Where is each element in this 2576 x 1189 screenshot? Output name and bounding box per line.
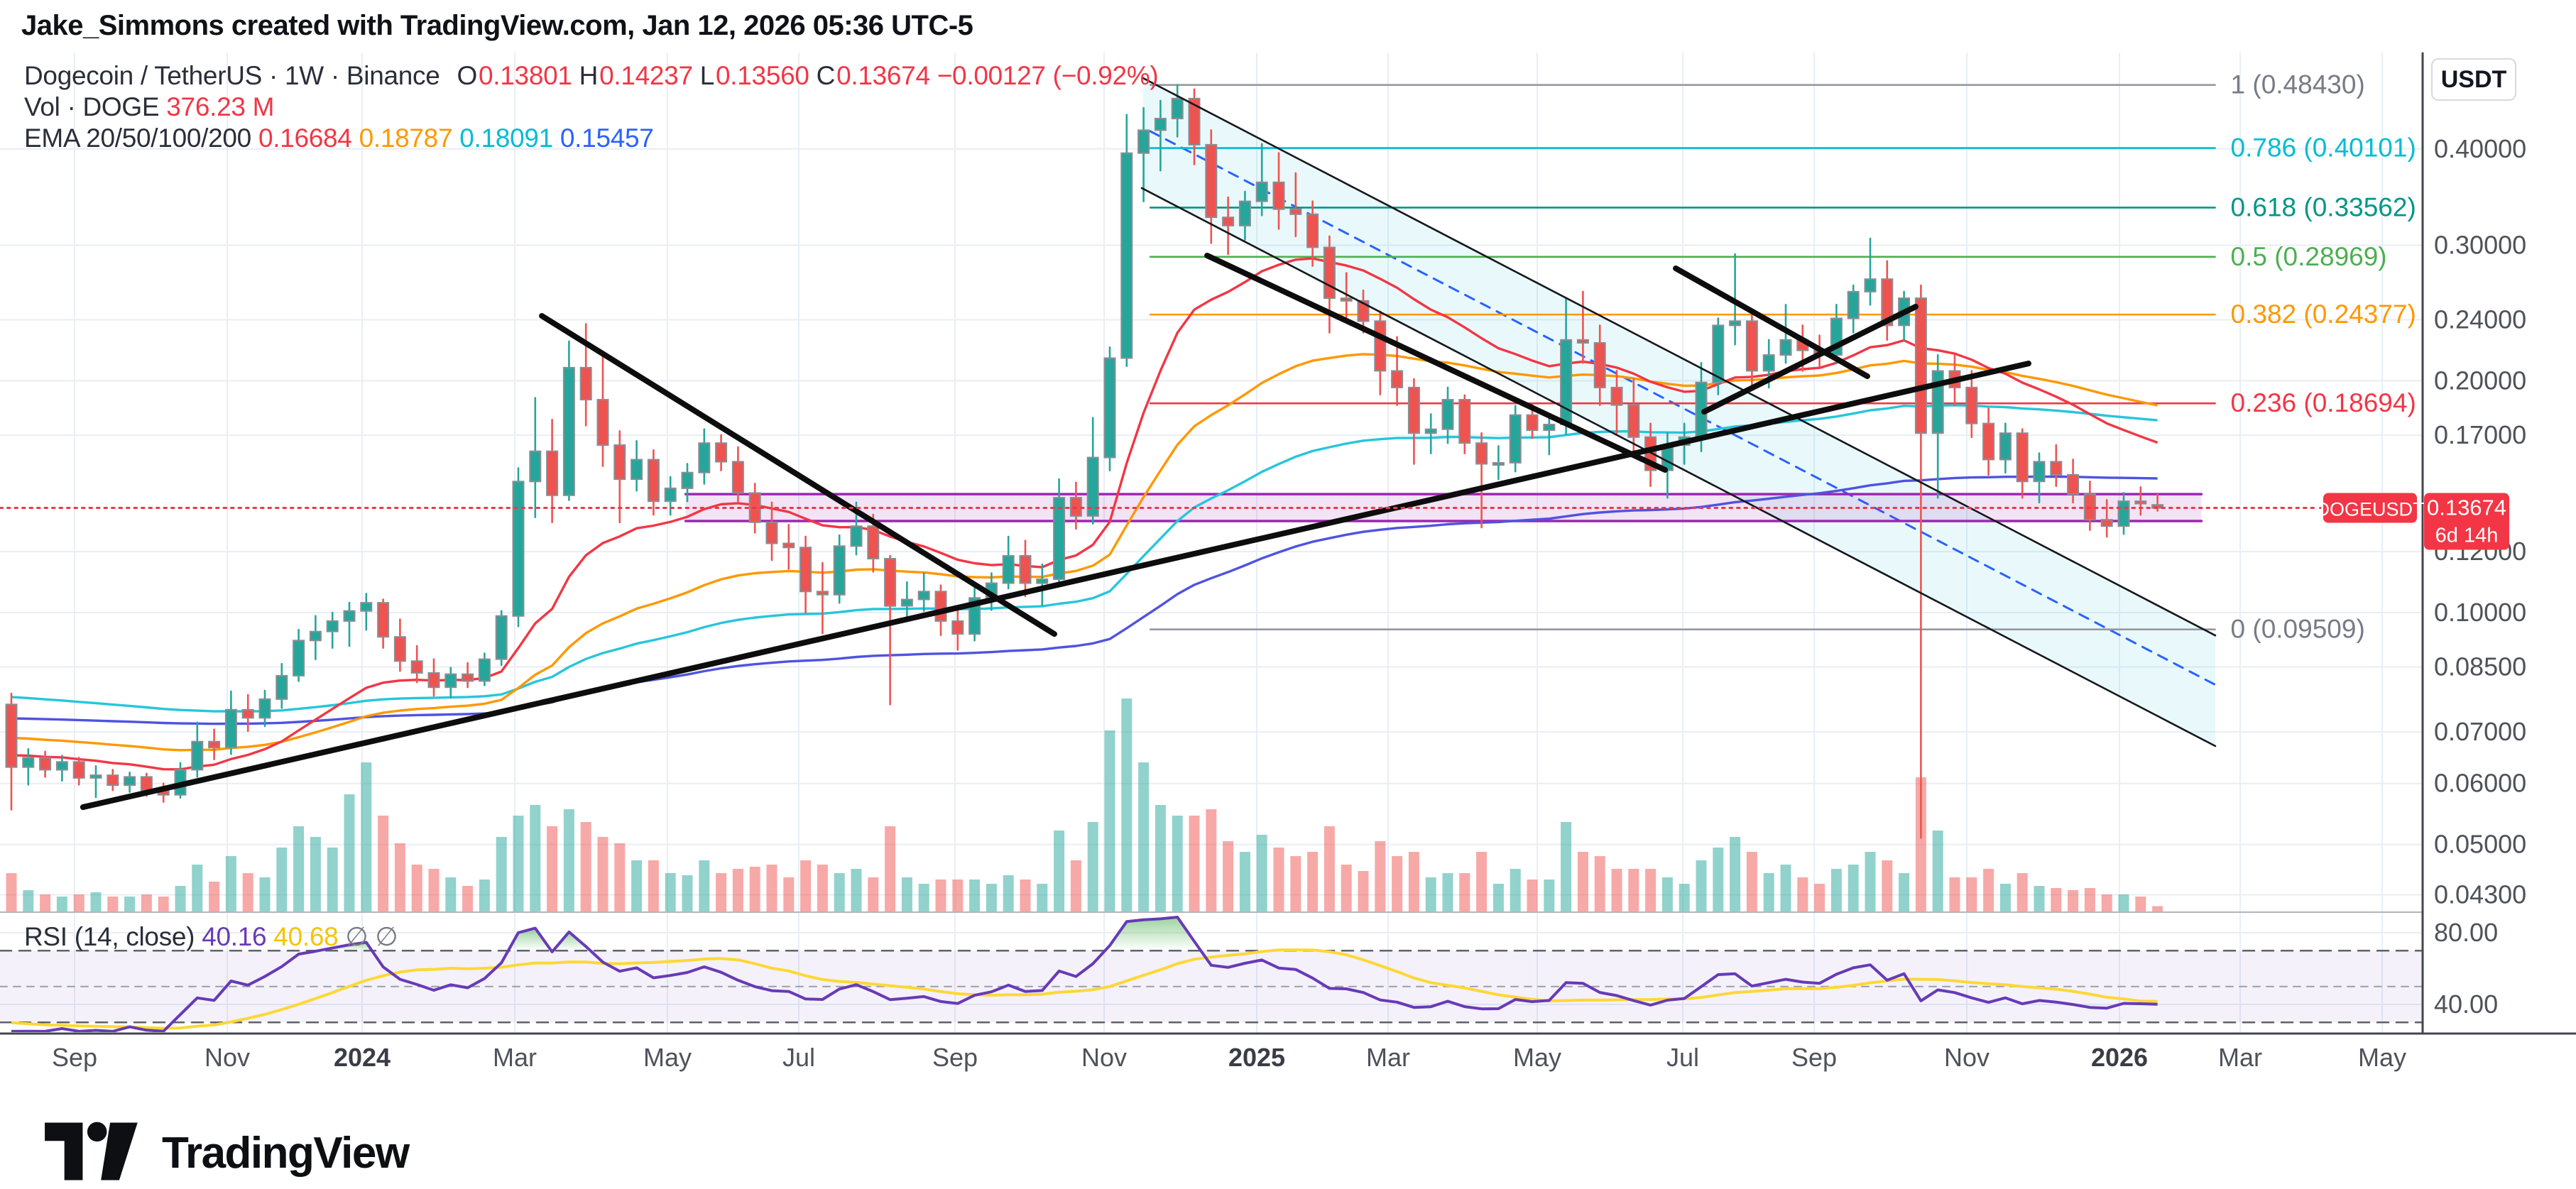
ema-label: EMA 20/50/100/200 — [24, 124, 251, 153]
svg-text:0 (0.09509): 0 (0.09509) — [2231, 615, 2365, 644]
svg-text:0.20000: 0.20000 — [2434, 366, 2526, 395]
change-value: −0.00127 (−0.92%) — [937, 61, 1159, 90]
svg-text:1 (0.48430): 1 (0.48430) — [2231, 70, 2365, 99]
svg-text:0.13674: 0.13674 — [2427, 495, 2506, 520]
attribution-text: Jake_Simmons created with TradingView.co… — [21, 10, 973, 41]
symbol-legend-row[interactable]: Dogecoin / TetherUS · 1W · Binance O 0.13… — [24, 61, 1165, 91]
svg-text:Jul: Jul — [1666, 1043, 1699, 1072]
svg-text:May: May — [1513, 1043, 1561, 1072]
svg-text:DOGEUSDT: DOGEUSDT — [2315, 499, 2424, 520]
tradingview-logo-icon — [41, 1119, 148, 1188]
volume-legend-row[interactable]: Vol · DOGE 376.23 M — [24, 92, 281, 122]
svg-text:Mar: Mar — [493, 1043, 537, 1072]
svg-text:0.17000: 0.17000 — [2434, 420, 2526, 449]
svg-text:80.00: 80.00 — [2434, 918, 2498, 947]
close-value: 0.13674 — [836, 61, 930, 90]
rsi-legend-row[interactable]: RSI (14, close) 40.16 40.68 ∅ ∅ — [24, 921, 405, 952]
svg-text:0.24000: 0.24000 — [2434, 305, 2526, 334]
svg-text:May: May — [2358, 1043, 2406, 1072]
high-label: H — [579, 61, 599, 90]
svg-text:May: May — [643, 1043, 692, 1072]
tradingview-logo-text: TradingView — [162, 1129, 410, 1178]
open-label: O — [457, 61, 478, 90]
low-label: L — [699, 61, 715, 90]
svg-text:0.40000: 0.40000 — [2434, 134, 2526, 163]
svg-text:Nov: Nov — [204, 1043, 250, 1072]
svg-text:0.30000: 0.30000 — [2434, 230, 2526, 259]
svg-text:0.06000: 0.06000 — [2434, 769, 2526, 798]
svg-text:0.786 (0.40101): 0.786 (0.40101) — [2231, 133, 2416, 163]
rsi-ma-value: 40.68 — [273, 922, 339, 951]
svg-text:Sep: Sep — [52, 1043, 97, 1072]
svg-text:Jul: Jul — [782, 1043, 815, 1072]
svg-text:0.5 (0.28969): 0.5 (0.28969) — [2231, 242, 2387, 271]
svg-text:Sep: Sep — [932, 1043, 978, 1072]
ema100-value: 0.18091 — [459, 124, 553, 153]
svg-text:0.382 (0.24377): 0.382 (0.24377) — [2231, 300, 2416, 329]
svg-text:0.04300: 0.04300 — [2434, 880, 2526, 909]
svg-text:0.05000: 0.05000 — [2434, 830, 2526, 859]
currency-toggle-button[interactable]: USDT — [2431, 58, 2516, 101]
ema20-value: 0.16684 — [258, 124, 352, 153]
svg-text:Mar: Mar — [1366, 1043, 1410, 1072]
ema50-value: 0.18787 — [359, 124, 453, 153]
svg-text:Nov: Nov — [1944, 1043, 1990, 1072]
svg-text:6d 14h: 6d 14h — [2435, 525, 2499, 547]
volume-label: Vol · DOGE — [24, 92, 160, 121]
svg-text:0.07000: 0.07000 — [2434, 717, 2526, 746]
symbol-title: Dogecoin / TetherUS · 1W · Binance — [24, 61, 440, 90]
rsi-empty-icon: ∅ — [345, 922, 369, 951]
svg-text:Sep: Sep — [1791, 1043, 1837, 1072]
volume-value: 376.23 M — [166, 92, 275, 121]
low-value: 0.13560 — [716, 61, 809, 90]
svg-text:2025: 2025 — [1228, 1043, 1285, 1072]
svg-text:Nov: Nov — [1081, 1043, 1127, 1072]
svg-text:0.08500: 0.08500 — [2434, 652, 2526, 681]
high-value: 0.14237 — [599, 61, 693, 90]
tradingview-logo[interactable]: TradingView — [41, 1119, 410, 1188]
svg-text:0.618 (0.33562): 0.618 (0.33562) — [2231, 192, 2416, 221]
svg-text:2026: 2026 — [2091, 1043, 2148, 1072]
open-value: 0.13801 — [479, 61, 572, 90]
svg-text:Mar: Mar — [2218, 1043, 2262, 1072]
rsi-value: 40.16 — [202, 922, 267, 951]
svg-text:2024: 2024 — [334, 1043, 391, 1072]
ema-legend-row[interactable]: EMA 20/50/100/200 0.16684 0.18787 0.1809… — [24, 124, 661, 153]
rsi-label: RSI (14, close) — [24, 922, 195, 951]
svg-text:0.10000: 0.10000 — [2434, 598, 2526, 627]
svg-text:0.236 (0.18694): 0.236 (0.18694) — [2231, 388, 2416, 417]
rsi-empty-icon: ∅ — [375, 922, 398, 951]
svg-text:40.00: 40.00 — [2434, 990, 2498, 1019]
ema200-value: 0.15457 — [560, 124, 654, 153]
close-label: C — [816, 61, 836, 90]
